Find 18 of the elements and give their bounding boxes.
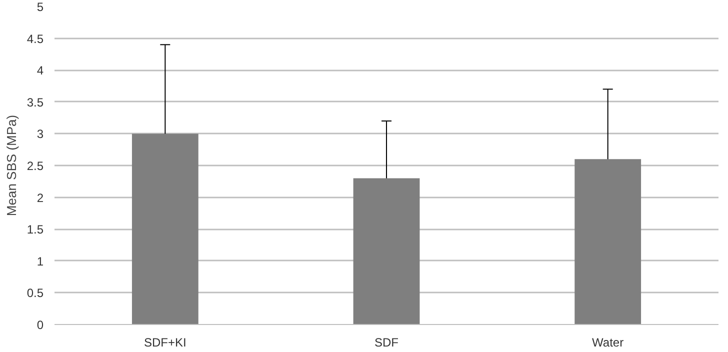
- bar: [353, 178, 420, 324]
- y-tick-label: 1.5: [26, 222, 44, 237]
- y-axis-title: Mean SBS (MPa): [4, 114, 19, 216]
- y-tick-label: 0: [36, 318, 44, 332]
- y-tick-label: 1: [36, 254, 44, 268]
- bar: [574, 159, 642, 324]
- y-tick-label: 3.5: [26, 95, 44, 110]
- bar: [132, 134, 198, 324]
- y-tick-label: 2.5: [26, 159, 44, 173]
- y-tick-label: 0.5: [26, 286, 44, 300]
- x-tick-label: SDF+KI: [144, 336, 186, 350]
- y-tick-label: 5: [36, 0, 44, 14]
- y-tick-label: 4: [36, 64, 44, 78]
- y-tick-label: 4.5: [26, 32, 44, 46]
- x-tick-label: SDF: [374, 336, 398, 350]
- x-tick-label: Water: [592, 336, 624, 350]
- y-tick-label: 2: [36, 190, 44, 205]
- y-tick-label: 3: [36, 127, 44, 142]
